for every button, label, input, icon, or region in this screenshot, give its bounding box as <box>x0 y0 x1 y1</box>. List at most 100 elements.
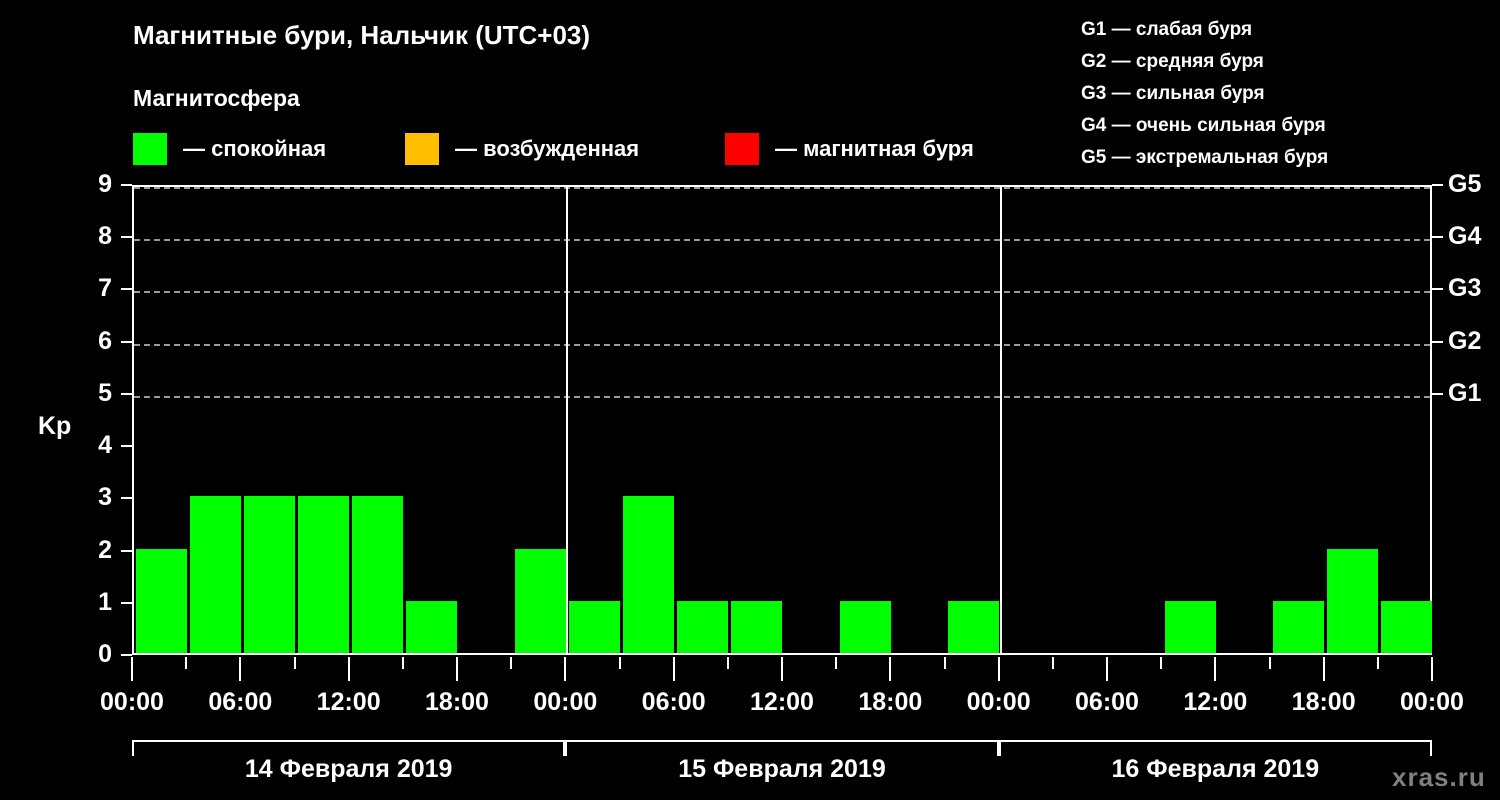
bar-kp <box>677 600 729 653</box>
bar-kp <box>568 600 620 653</box>
x-tick-label: 12:00 <box>750 688 814 716</box>
x-tick-label: 00:00 <box>533 688 598 716</box>
day-bracket <box>132 740 566 756</box>
bar-kp <box>406 600 458 653</box>
x-tick-major <box>131 657 133 681</box>
bar-kp <box>839 600 891 653</box>
x-tick-label: 06:00 <box>1075 688 1139 716</box>
y-tick-mark-9 <box>121 184 132 186</box>
day-bracket <box>565 740 999 756</box>
y-tick-mark-3 <box>121 497 132 500</box>
x-tick-major <box>781 657 783 681</box>
y-tick-mark-1 <box>121 601 132 604</box>
bar-kp <box>731 600 783 653</box>
legend-item-storm: — магнитная буря <box>725 132 974 166</box>
y-tick-label-5: 5 <box>98 378 112 407</box>
bar-kp <box>243 496 295 653</box>
x-tick-label: 00:00 <box>966 688 1031 716</box>
bar-kp <box>1273 600 1325 653</box>
page-title: Магнитные бури, Нальчик (UTC+03) <box>133 20 591 50</box>
day-label: 15 Февраля 2019 <box>678 755 886 783</box>
magnetosphere-section-title: Магнитосфера <box>133 85 300 111</box>
bar-kp <box>514 548 566 653</box>
bar-kp <box>135 548 187 653</box>
y-tick-mark-5 <box>121 392 132 395</box>
legend-swatch-unsettled-icon <box>405 133 439 165</box>
x-tick-label: 12:00 <box>316 688 381 716</box>
g-tick-mark-g4 <box>1432 236 1443 239</box>
x-tick-minor <box>1268 657 1271 669</box>
g-legend-code-g5: G5 <box>1081 147 1107 168</box>
gridline-kp-9 <box>134 187 1430 189</box>
x-tick-minor <box>510 657 513 669</box>
x-tick-label: 18:00 <box>425 688 489 716</box>
bar-kp <box>1327 548 1379 653</box>
gridline-kp-5 <box>134 395 1430 398</box>
g-tick-label-g1: G1 <box>1448 378 1482 407</box>
x-tick-major <box>564 657 567 681</box>
g-legend-row-g5: G5 — экстремальная буря <box>1081 142 1500 174</box>
y-tick-label-2: 2 <box>98 535 112 564</box>
day-bracket <box>998 740 1432 756</box>
g-tick-mark-g5 <box>1432 184 1443 186</box>
x-tick-major <box>1322 657 1325 681</box>
g-legend-text-g5: — экстремальная буря <box>1111 147 1329 168</box>
y-tick-mark-7 <box>121 288 132 291</box>
bar-kp <box>623 496 675 653</box>
x-tick-major <box>672 657 675 681</box>
g-legend-text-g1: — слабая буря <box>1111 19 1253 40</box>
g-legend-row-g1: G1 — слабая буря <box>1081 14 1500 46</box>
x-tick-major <box>1106 657 1108 681</box>
x-tick-minor <box>401 657 404 669</box>
legend-swatch-quiet-icon <box>133 133 167 165</box>
g-legend-code-g4: G4 <box>1081 115 1107 136</box>
g-legend-text-g4: — очень сильная буря <box>1111 115 1326 136</box>
g-tick-label-g5: G5 <box>1448 170 1482 198</box>
g-legend-text-g2: — средняя буря <box>1111 51 1264 72</box>
legend-label-unsettled: — возбужденная <box>455 136 640 161</box>
bar-kp <box>352 496 404 653</box>
y-tick-label-9: 9 <box>98 170 112 198</box>
y-axis-title: Kp <box>38 412 72 440</box>
x-tick-major <box>1214 657 1217 681</box>
y-tick-label-1: 1 <box>98 587 112 616</box>
x-tick-minor <box>726 657 729 669</box>
day-divider-2 <box>999 187 1002 653</box>
x-tick-major <box>456 657 458 681</box>
g-legend-row-g3: G3 — сильная буря <box>1081 78 1500 110</box>
x-tick-minor <box>293 657 296 669</box>
legend-label-storm: — магнитная буря <box>775 136 974 161</box>
g-legend-text-g3: — сильная буря <box>1111 83 1265 104</box>
x-tick-label: 00:00 <box>100 688 164 716</box>
bar-kp <box>298 496 350 653</box>
y-tick-mark-8 <box>121 236 132 239</box>
x-tick-minor <box>835 657 838 669</box>
y-tick-mark-0 <box>121 654 132 656</box>
legend-item-unsettled: — возбужденная <box>405 132 639 166</box>
day-divider-1 <box>566 187 569 653</box>
chart-plot-inner <box>134 187 1433 653</box>
x-tick-major <box>997 657 1000 681</box>
y-tick-label-3: 3 <box>98 483 112 512</box>
g-tick-label-g4: G4 <box>1448 222 1482 251</box>
x-tick-label: 18:00 <box>1291 688 1356 716</box>
y-tick-label-4: 4 <box>98 431 112 460</box>
x-tick-label: 18:00 <box>858 688 923 716</box>
day-label: 16 Февраля 2019 <box>1111 755 1320 783</box>
y-tick-label-7: 7 <box>98 274 112 303</box>
x-tick-minor <box>943 657 946 669</box>
g-tick-mark-g1 <box>1432 392 1443 395</box>
gridline-kp-8 <box>134 239 1430 242</box>
gridline-kp-6 <box>134 343 1430 346</box>
legend-label-quiet: — спокойная <box>183 136 327 161</box>
x-tick-label: 06:00 <box>208 688 273 716</box>
x-tick-label: 12:00 <box>1183 688 1248 716</box>
x-tick-major <box>239 657 242 681</box>
g-legend-row-g2: G2 — средняя буря <box>1081 46 1500 78</box>
y-tick-label-0: 0 <box>98 640 112 668</box>
g-legend-code-g2: G2 <box>1081 51 1107 72</box>
g-tick-label-g2: G2 <box>1448 326 1482 355</box>
x-tick-minor <box>1376 657 1379 669</box>
x-tick-minor <box>618 657 621 669</box>
x-tick-major <box>889 657 892 681</box>
